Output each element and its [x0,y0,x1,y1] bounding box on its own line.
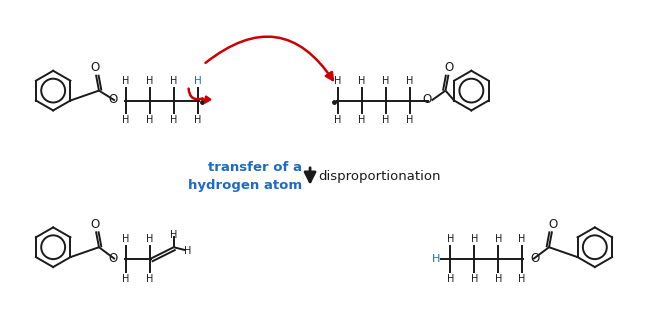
Text: H: H [146,234,154,244]
Text: H: H [194,76,202,86]
Text: H: H [146,274,154,284]
FancyArrowPatch shape [203,97,210,102]
Text: transfer of a
hydrogen atom: transfer of a hydrogen atom [188,161,302,192]
Text: H: H [122,115,130,125]
Text: H: H [518,274,526,284]
Text: H: H [170,230,178,240]
Text: H: H [470,274,478,284]
Text: H: H [518,234,526,244]
Text: H: H [146,76,154,86]
Text: H: H [470,234,478,244]
Text: H: H [358,76,365,86]
Text: O: O [445,61,454,74]
FancyArrowPatch shape [205,37,333,80]
Text: H: H [432,254,441,264]
FancyArrowPatch shape [189,89,203,99]
Text: H: H [146,115,154,125]
Text: H: H [122,76,130,86]
Text: O: O [108,93,117,106]
Text: H: H [446,274,454,284]
Text: H: H [446,234,454,244]
Text: O: O [422,93,431,106]
Text: H: H [358,115,365,125]
Text: O: O [548,218,558,231]
Text: O: O [90,218,100,231]
Text: H: H [406,115,413,125]
Text: O: O [531,252,540,265]
Text: H: H [382,76,389,86]
Text: H: H [382,115,389,125]
Text: H: H [122,234,130,244]
Text: H: H [194,115,202,125]
Text: H: H [406,76,413,86]
Text: H: H [334,115,341,125]
Text: H: H [334,76,341,86]
Text: H: H [170,115,178,125]
Text: O: O [90,61,100,74]
Text: H: H [184,246,191,256]
Text: H: H [494,234,502,244]
Text: O: O [108,252,117,265]
Text: disproportionation: disproportionation [318,170,441,183]
Text: H: H [122,274,130,284]
Text: H: H [494,274,502,284]
Text: H: H [170,76,178,86]
